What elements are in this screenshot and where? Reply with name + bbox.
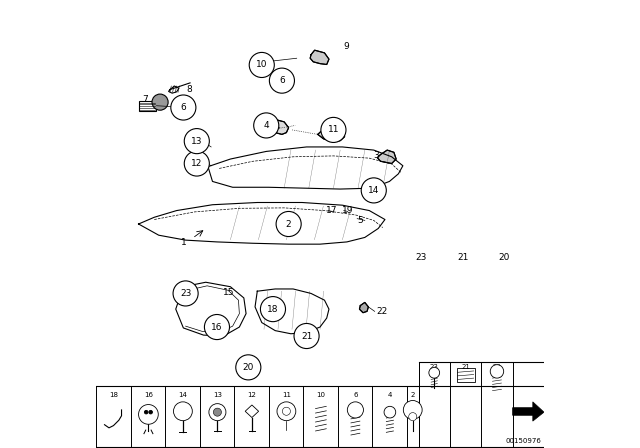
Text: 20: 20 — [498, 253, 509, 262]
Text: 10: 10 — [316, 392, 325, 397]
Polygon shape — [317, 126, 345, 141]
Circle shape — [204, 314, 230, 340]
Text: 7: 7 — [143, 95, 148, 104]
Circle shape — [409, 413, 417, 421]
Circle shape — [173, 281, 198, 306]
Circle shape — [145, 410, 148, 414]
Text: 4: 4 — [264, 121, 269, 130]
Text: 00150976: 00150976 — [506, 438, 541, 444]
Circle shape — [361, 178, 387, 203]
Circle shape — [277, 402, 296, 421]
Text: 14: 14 — [368, 186, 380, 195]
Circle shape — [294, 323, 319, 349]
Circle shape — [429, 367, 440, 378]
Circle shape — [184, 129, 209, 154]
Bar — [457, 368, 475, 382]
Text: 18: 18 — [268, 305, 278, 314]
Text: 2: 2 — [286, 220, 291, 228]
Circle shape — [139, 405, 158, 424]
Text: 11: 11 — [328, 125, 339, 134]
Text: 10: 10 — [256, 60, 268, 69]
Circle shape — [249, 52, 275, 78]
Text: 13: 13 — [213, 392, 222, 397]
Text: 12: 12 — [191, 159, 202, 168]
Text: 11: 11 — [282, 392, 291, 397]
Circle shape — [236, 355, 261, 380]
Text: 9: 9 — [343, 42, 349, 51]
Text: 12: 12 — [248, 392, 257, 397]
Polygon shape — [360, 302, 369, 313]
Text: 2: 2 — [410, 392, 415, 397]
Circle shape — [276, 211, 301, 237]
Circle shape — [260, 297, 285, 322]
Circle shape — [209, 404, 226, 421]
Text: 3: 3 — [373, 151, 379, 160]
Circle shape — [348, 402, 364, 418]
Circle shape — [321, 117, 346, 142]
Polygon shape — [261, 120, 289, 134]
Text: 21: 21 — [461, 364, 470, 370]
Text: 21: 21 — [301, 332, 312, 340]
Circle shape — [149, 410, 152, 414]
Text: 6: 6 — [279, 76, 285, 85]
Text: 16: 16 — [144, 392, 153, 397]
Text: 6: 6 — [353, 392, 358, 397]
Circle shape — [152, 94, 168, 110]
Polygon shape — [378, 150, 396, 164]
Text: 13: 13 — [191, 137, 202, 146]
Polygon shape — [245, 405, 259, 418]
Text: 20: 20 — [243, 363, 254, 372]
Text: 8: 8 — [186, 85, 192, 94]
Polygon shape — [513, 402, 544, 421]
Text: 16: 16 — [211, 323, 223, 332]
Circle shape — [213, 408, 221, 416]
Circle shape — [269, 68, 294, 93]
Text: 21: 21 — [458, 253, 469, 262]
Text: 23: 23 — [430, 364, 438, 370]
Text: 18: 18 — [109, 392, 118, 397]
Circle shape — [403, 401, 422, 419]
Circle shape — [384, 406, 396, 418]
Text: 15: 15 — [223, 288, 235, 297]
Circle shape — [173, 402, 193, 421]
Text: 5: 5 — [358, 216, 363, 225]
Text: 14: 14 — [179, 392, 188, 397]
FancyBboxPatch shape — [139, 101, 156, 111]
Circle shape — [184, 151, 209, 176]
Text: 6: 6 — [180, 103, 186, 112]
Text: 23: 23 — [415, 253, 427, 262]
Text: 22: 22 — [376, 307, 387, 316]
Text: 19: 19 — [342, 206, 353, 215]
Text: 1: 1 — [180, 238, 186, 247]
Polygon shape — [310, 50, 329, 65]
Circle shape — [275, 70, 291, 86]
Text: 20: 20 — [493, 364, 501, 370]
Text: 23: 23 — [180, 289, 191, 298]
Circle shape — [171, 95, 196, 120]
Text: 17: 17 — [326, 206, 337, 215]
Circle shape — [282, 407, 291, 415]
Circle shape — [253, 113, 279, 138]
Text: 4: 4 — [388, 392, 392, 397]
Circle shape — [490, 365, 504, 378]
